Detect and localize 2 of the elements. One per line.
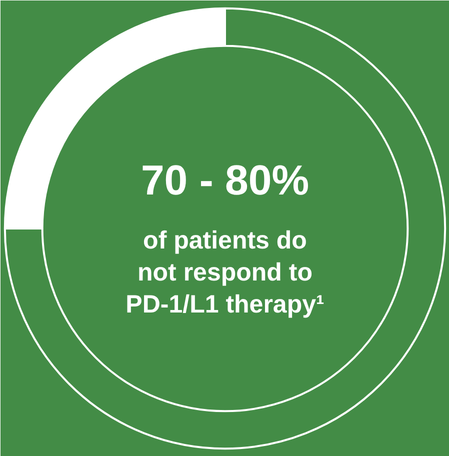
text: of patients do not respond to PD-1/L1 therapy¹: [126, 226, 324, 319]
text: 70 - 80%: [140, 156, 310, 204]
